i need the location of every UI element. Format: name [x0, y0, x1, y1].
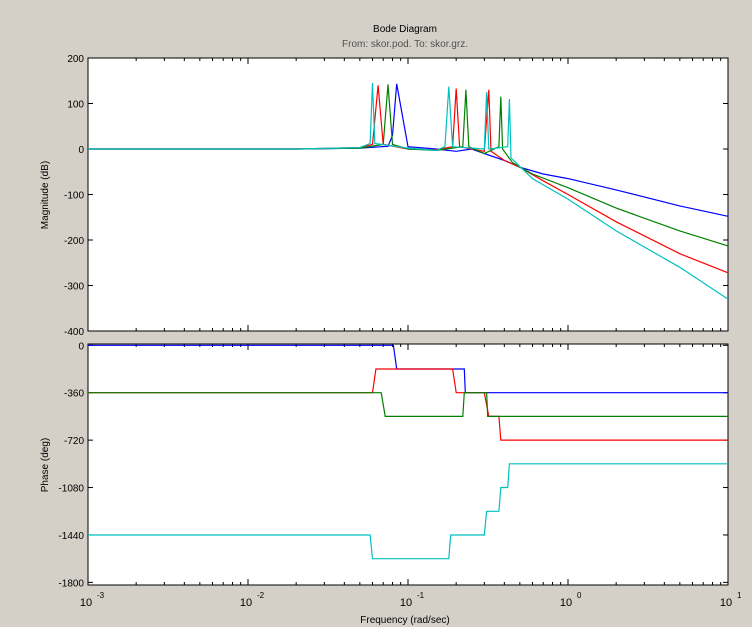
magnitude-series — [88, 82, 729, 300]
x-tick-label: 10 — [560, 597, 572, 609]
phase-series — [88, 344, 728, 560]
y-tick-label: -200 — [64, 236, 84, 247]
y-tick-label: -1440 — [58, 531, 84, 542]
x-tick-exponent: -1 — [417, 591, 425, 600]
y-tick-label: 200 — [67, 54, 84, 65]
phase-plot-area — [87, 343, 729, 586]
x-tick-label: 10 — [400, 597, 412, 609]
series-line — [88, 84, 729, 247]
x-tick-exponent: 0 — [577, 591, 582, 600]
series-line — [88, 463, 728, 560]
series-line — [88, 392, 728, 417]
y-tick-label: 100 — [67, 100, 84, 111]
y-tick-label: -1800 — [58, 578, 84, 589]
y-tick-label: 0 — [78, 341, 84, 352]
phase-panel: -1800 -1440 -1080 -720 -360 0 Phase (deg) — [40, 341, 729, 589]
y-tick-label: -300 — [64, 282, 84, 293]
x-tick-labels: 10 -3 10 -2 10 -1 10 0 10 1 — [80, 591, 742, 609]
phase-ticks: -1800 -1440 -1080 -720 -360 0 — [58, 341, 728, 589]
chart-subtitle: From: skor.pod. To: skor.grz. — [342, 39, 468, 50]
x-tick-label: 10 — [720, 597, 732, 609]
x-tick-exponent: -3 — [97, 591, 105, 600]
x-tick-label: 10 — [240, 597, 252, 609]
y-tick-label: -400 — [64, 327, 84, 338]
magnitude-y-label: Magnitude (dB) — [40, 161, 51, 229]
series-line — [88, 83, 729, 217]
x-tick-exponent: -2 — [257, 591, 265, 600]
y-tick-label: 0 — [78, 145, 84, 156]
y-tick-label: -1080 — [58, 484, 84, 495]
y-tick-label: -720 — [64, 436, 84, 447]
magnitude-plot-area — [87, 57, 729, 332]
magnitude-panel: -400 -300 -200 -100 0 100 200 Magnitude (dB) — [40, 54, 729, 338]
y-tick-label: -100 — [64, 191, 84, 202]
phase-y-label: Phase (deg) — [40, 438, 51, 492]
series-line — [88, 82, 729, 300]
y-tick-label: -360 — [64, 389, 84, 400]
x-tick-exponent: 1 — [737, 591, 742, 600]
chart-title: Bode Diagram — [373, 24, 437, 35]
x-tick-label: 10 — [80, 597, 92, 609]
x-axis-label: Frequency (rad/sec) — [360, 615, 449, 626]
